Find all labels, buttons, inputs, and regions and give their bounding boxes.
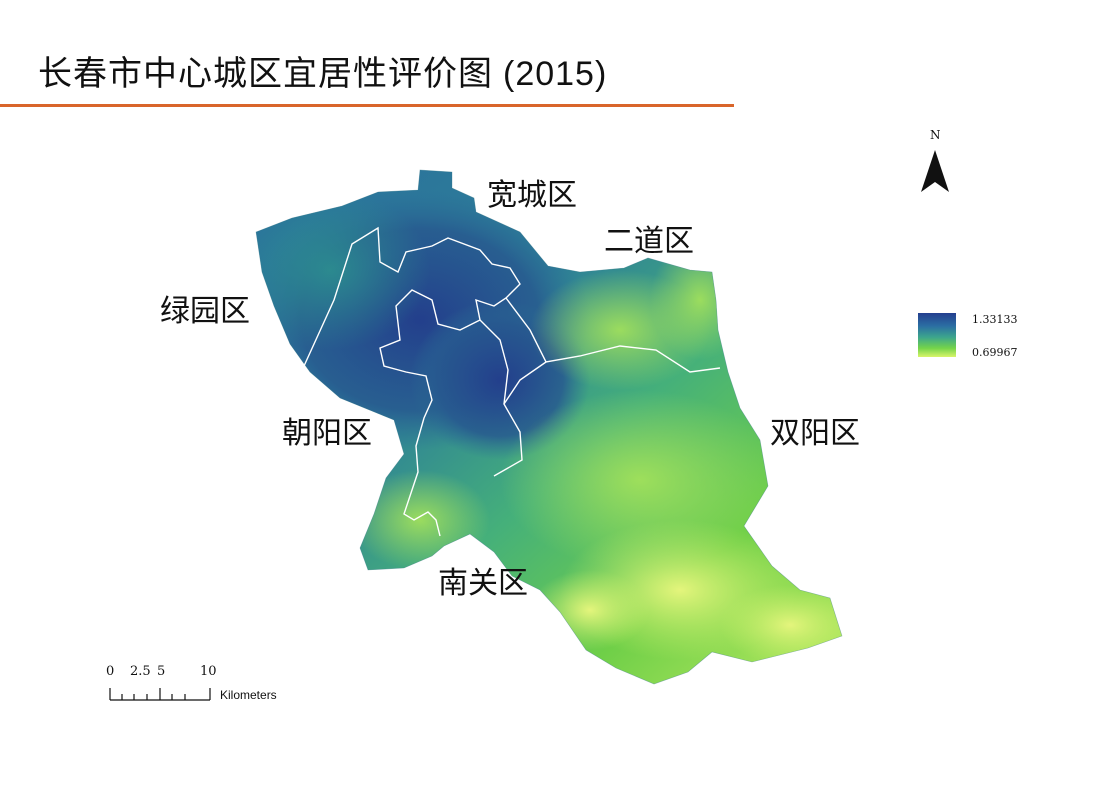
legend-max-label: 1.33133 <box>972 313 1018 326</box>
title-divider <box>0 104 734 107</box>
north-arrow: N <box>916 128 956 198</box>
legend-color-ramp <box>918 313 956 357</box>
scale-unit: Kilometers <box>220 688 277 702</box>
district-label-chaoyang: 朝阳区 <box>282 416 372 451</box>
scale-bar: 0 2.5 5 10 Kilometers <box>104 664 304 704</box>
district-label-lvyuan: 绿园区 <box>160 294 250 329</box>
north-arrow-icon <box>921 150 949 192</box>
map-title-text: 长春市中心城区宜居性评价图 <box>38 54 493 94</box>
legend-min-label: 0.69967 <box>972 346 1018 359</box>
district-boundaries <box>303 226 721 537</box>
district-label-shuangyang: 双阳区 <box>770 416 860 451</box>
district-label-erdao: 二道区 <box>604 224 694 259</box>
district-label-nanguan: 南关区 <box>438 566 528 601</box>
scale-tick-10: 10 <box>200 664 217 679</box>
north-letter: N <box>930 128 941 142</box>
scale-tick-0: 0 <box>106 664 115 679</box>
scale-tick-5: 5 <box>157 664 166 679</box>
map-title: 长春市中心城区宜居性评价图 (2015) <box>38 46 607 95</box>
district-label-kuancheng: 宽城区 <box>487 178 577 213</box>
scale-bar-graphic <box>109 688 211 701</box>
map-title-year: (2015) <box>503 55 608 93</box>
scale-tick-2-5: 2.5 <box>130 664 151 679</box>
